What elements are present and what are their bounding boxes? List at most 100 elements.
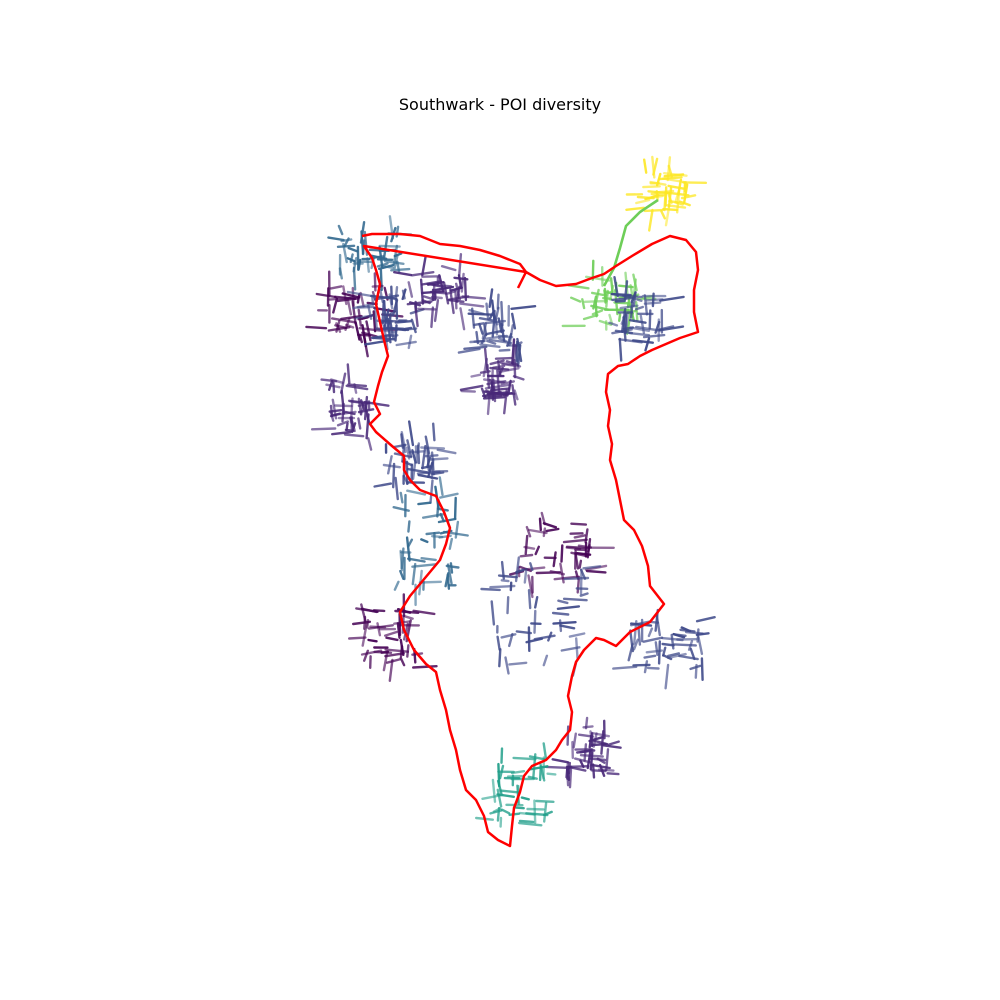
street-segment <box>407 334 413 350</box>
street-segment <box>348 636 367 640</box>
street-segment <box>403 475 409 485</box>
street-segment <box>458 252 463 277</box>
street-segment <box>508 661 528 666</box>
street-segment <box>500 747 504 764</box>
street-segment <box>494 356 513 360</box>
street-segment <box>684 630 704 635</box>
street-segment <box>489 359 505 366</box>
street-segment <box>365 413 370 440</box>
street-segment <box>667 652 687 659</box>
street-segment <box>610 292 632 297</box>
street-segment <box>512 375 525 381</box>
street-segment <box>399 656 406 667</box>
street-segment <box>354 314 375 320</box>
street-segment <box>384 648 410 653</box>
street-segment <box>424 435 431 455</box>
street-segment <box>344 317 351 331</box>
street-segment <box>388 658 394 682</box>
street-segment <box>453 496 457 520</box>
street-segment <box>448 537 453 550</box>
street-segment <box>589 751 594 771</box>
street-segment <box>527 574 534 599</box>
street-segment <box>336 244 356 249</box>
street-segment <box>664 204 671 227</box>
street-segment <box>347 383 368 388</box>
street-cluster-far-south <box>544 716 622 789</box>
street-cluster-north-east-b <box>608 276 685 362</box>
street-segment <box>570 522 588 526</box>
street-segment <box>376 622 382 637</box>
street-segment <box>416 444 421 465</box>
street-segment <box>440 265 457 272</box>
street-segment <box>380 650 390 654</box>
street-segment <box>331 430 352 436</box>
street-segment <box>630 301 634 319</box>
street-segment <box>463 345 488 350</box>
street-segment <box>506 596 510 615</box>
street-segment <box>372 310 377 333</box>
street-segment <box>428 457 449 461</box>
street-segment <box>552 621 577 625</box>
street-cluster-west-mid <box>310 363 390 451</box>
street-segment <box>392 244 399 266</box>
street-segment <box>340 314 363 321</box>
street-segment <box>658 325 685 332</box>
street-segment <box>500 380 515 386</box>
street-segment <box>472 322 485 327</box>
street-segment <box>584 716 589 730</box>
street-segment <box>459 307 466 331</box>
street-segment <box>366 257 370 273</box>
street-segment <box>644 337 651 352</box>
street-segment <box>402 614 414 620</box>
street-segment <box>506 332 513 347</box>
street-segment <box>411 462 417 480</box>
street-segment <box>512 756 537 761</box>
street-segment <box>500 322 506 342</box>
street-segment <box>497 317 503 334</box>
street-segment <box>442 281 450 305</box>
street-segment <box>432 284 436 295</box>
street-segment <box>533 799 537 824</box>
street-segment <box>654 641 659 656</box>
street-segment <box>421 299 431 305</box>
street-segment <box>551 611 570 616</box>
street-segment <box>484 383 510 390</box>
street-segment <box>543 801 548 823</box>
street-segment <box>382 235 389 259</box>
street-segment <box>507 379 512 395</box>
street-segment <box>406 644 410 658</box>
street-segment <box>645 298 664 302</box>
street-segment <box>572 732 577 749</box>
street-segment <box>365 320 372 342</box>
street-segment <box>643 294 649 316</box>
street-segment <box>305 325 328 330</box>
street-segment <box>335 319 341 333</box>
street-segment <box>395 297 399 320</box>
street-segment <box>542 742 548 760</box>
street-segment <box>612 665 638 670</box>
street-segment <box>504 656 510 675</box>
street-segment <box>604 290 614 296</box>
street-segment <box>399 491 404 504</box>
street-segment <box>408 420 415 447</box>
street-segment <box>496 788 503 808</box>
street-segment <box>650 192 665 197</box>
street-segment <box>401 327 418 331</box>
street-cluster-central-north-b <box>459 338 525 416</box>
street-segment <box>360 230 365 255</box>
street-segment <box>449 562 454 574</box>
street-segment <box>672 633 687 637</box>
street-segment <box>547 631 553 642</box>
street-segment <box>480 387 487 399</box>
street-segment <box>667 652 680 658</box>
street-segment <box>624 313 628 335</box>
street-segment <box>360 603 367 622</box>
street-segment <box>527 775 538 780</box>
street-segment <box>659 295 685 302</box>
street-segment <box>510 305 537 310</box>
street-segment <box>608 313 614 325</box>
street-segment <box>361 622 368 647</box>
street-segment <box>498 348 511 352</box>
street-segment <box>434 285 455 292</box>
